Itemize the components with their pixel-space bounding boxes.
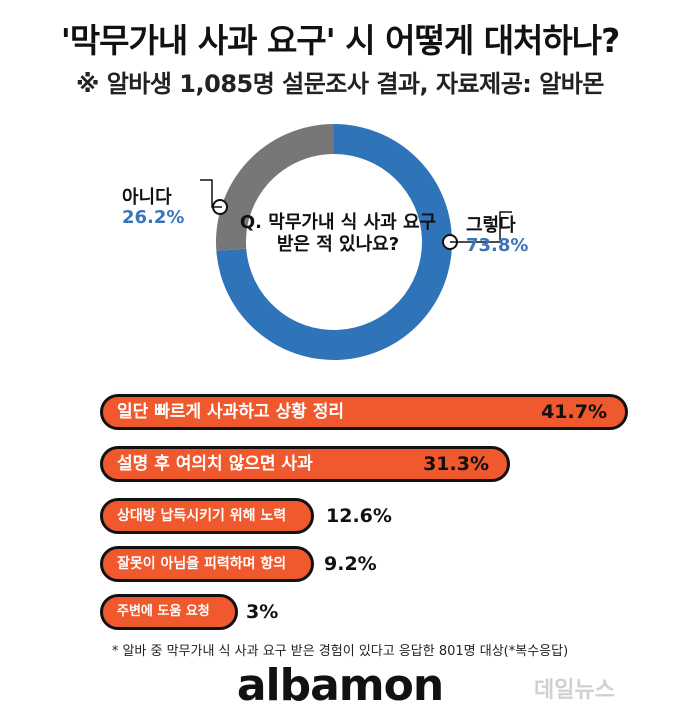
- bar-ask-for-help: 주변에 도움 요청: [100, 594, 238, 630]
- bar-value-outside: 12.6%: [326, 505, 392, 527]
- leader-line-no: [200, 179, 222, 208]
- bar-value-outside: 3%: [246, 601, 279, 623]
- footnote: * 알바 중 막무가내 식 사과 요구 받은 경험이 있다고 응답한 801명 …: [111, 644, 569, 659]
- bar-explain-then-apologize: 설명 후 여의치 않으면 사과 31.3%: [100, 446, 510, 482]
- page-title: '막무가내 사과 요구' 시 어떻게 대처하나?: [60, 21, 621, 60]
- slice-name-no: 아니다: [122, 187, 172, 208]
- brand-logo: albamon: [236, 660, 444, 711]
- bar-apologize-quickly: 일단 빠르게 사과하고 상황 정리 41.7%: [100, 394, 628, 430]
- bar-label: 상대방 납득시키기 위해 노력: [117, 508, 287, 524]
- bar-value-outside: 9.2%: [324, 553, 377, 575]
- slice-value-yes: 73.8%: [466, 235, 529, 256]
- slice-label-yes: 그렇다 73.8%: [466, 216, 528, 256]
- donut-question: Q. 막무가내 식 사과 요구 받은 적 있나요?: [239, 212, 437, 255]
- bar-protest: 잘못이 아님을 피력하며 항의: [100, 546, 314, 582]
- slice-name-yes: 그렇다: [466, 215, 516, 236]
- slice-value-no: 26.2%: [122, 207, 185, 228]
- page-subtitle: ※ 알바생 1,085명 설문조사 결과, 자료제공: 알바몬: [76, 70, 604, 98]
- donut-chart: [200, 124, 512, 360]
- bar-persuade-customer: 상대방 납득시키기 위해 노력: [100, 498, 314, 534]
- bar-label: 잘못이 아님을 피력하며 항의: [117, 556, 287, 572]
- leader-line-yes: [450, 211, 512, 243]
- bar-value: 31.3%: [423, 453, 489, 475]
- bar-value: 41.7%: [541, 401, 607, 423]
- bar-label: 일단 빠르게 사과하고 상황 정리: [117, 402, 344, 422]
- slice-label-no: 아니다 26.2%: [122, 188, 184, 228]
- bar-label: 주변에 도움 요청: [117, 604, 210, 619]
- bar-label: 설명 후 여의치 않으면 사과: [117, 454, 313, 474]
- watermark: 데일뉴스: [534, 678, 615, 703]
- donut-slice-no: [216, 124, 334, 251]
